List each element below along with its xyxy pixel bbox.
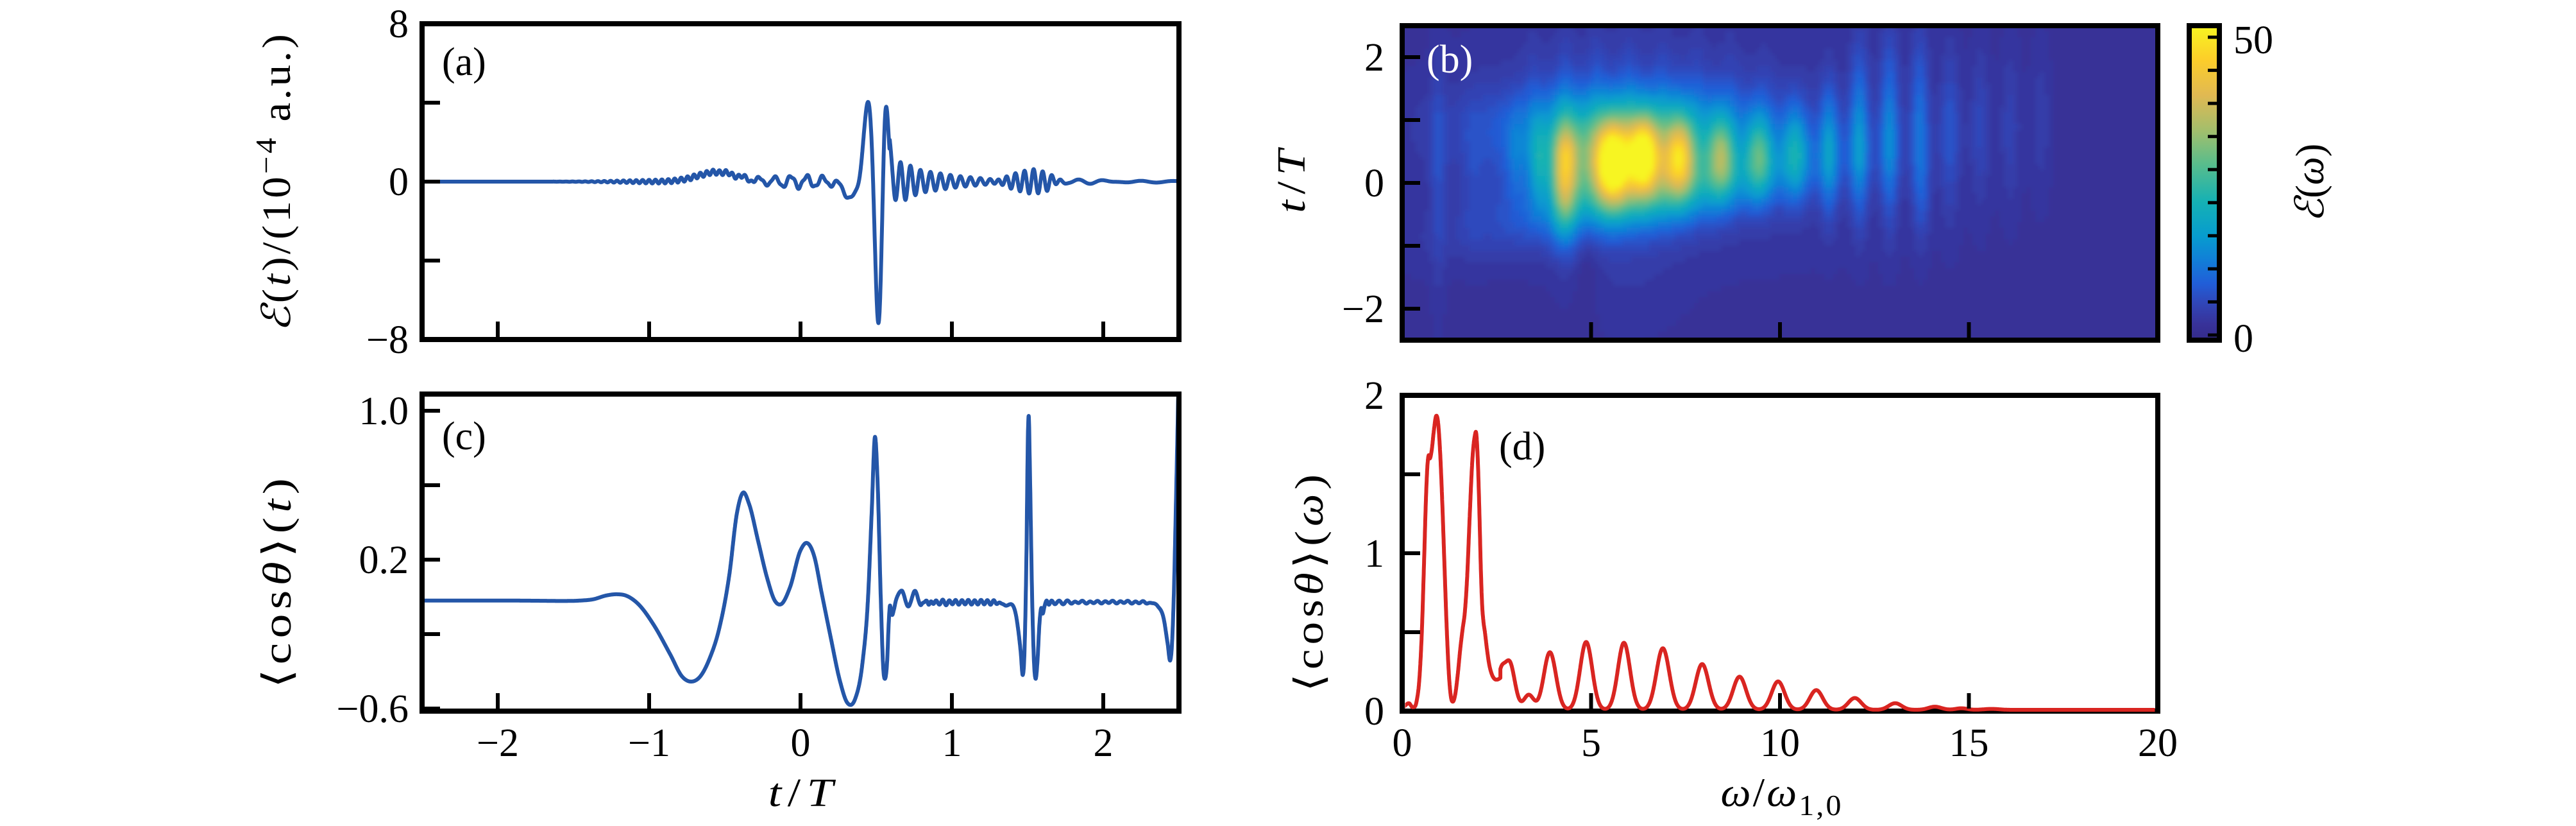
svg-text:0: 0 <box>1393 721 1412 765</box>
svg-text:0.2: 0.2 <box>359 538 409 582</box>
svg-text:8: 8 <box>389 3 409 46</box>
svg-text:2: 2 <box>1364 36 1384 80</box>
svg-text:0: 0 <box>791 721 811 765</box>
svg-text:(d): (d) <box>1499 425 1545 469</box>
svg-text:50: 50 <box>2233 19 2273 62</box>
svg-text:1: 1 <box>1364 532 1384 576</box>
svg-text:(c): (c) <box>442 415 486 458</box>
svg-text:2: 2 <box>1094 721 1114 765</box>
svg-text:(a): (a) <box>442 40 486 84</box>
svg-text:10: 10 <box>1760 721 1800 765</box>
svg-text:t/T: t/T <box>1269 144 1314 213</box>
svg-text:15: 15 <box>1949 721 1989 765</box>
svg-text:1.0: 1.0 <box>359 390 409 433</box>
svg-text:−2: −2 <box>477 721 519 765</box>
svg-text:⟨cosθ⟩(t): ⟨cosθ⟩(t) <box>255 474 299 688</box>
svg-text:t/T: t/T <box>768 771 840 815</box>
svg-text:−1: −1 <box>628 721 670 765</box>
svg-text:−0.6: −0.6 <box>337 687 409 731</box>
svg-text:0: 0 <box>1364 690 1384 734</box>
svg-text:20: 20 <box>2138 721 2178 765</box>
svg-text:1: 1 <box>942 721 962 765</box>
svg-text:−2: −2 <box>1342 288 1384 331</box>
svg-text:ℰ(t)/(10−4 a.u.): ℰ(t)/(10−4 a.u.) <box>251 31 299 332</box>
svg-text:(b): (b) <box>1427 38 1473 82</box>
svg-text:ℰ(ω): ℰ(ω) <box>2289 144 2332 223</box>
svg-text:2: 2 <box>1364 374 1384 418</box>
svg-text:0: 0 <box>1364 162 1384 205</box>
svg-text:−8: −8 <box>366 318 409 362</box>
svg-text:0: 0 <box>2233 317 2253 361</box>
svg-text:⟨cosθ⟩(ω): ⟨cosθ⟩(ω) <box>1287 470 1332 692</box>
svg-text:0: 0 <box>389 160 409 204</box>
svg-text:5: 5 <box>1581 721 1601 765</box>
